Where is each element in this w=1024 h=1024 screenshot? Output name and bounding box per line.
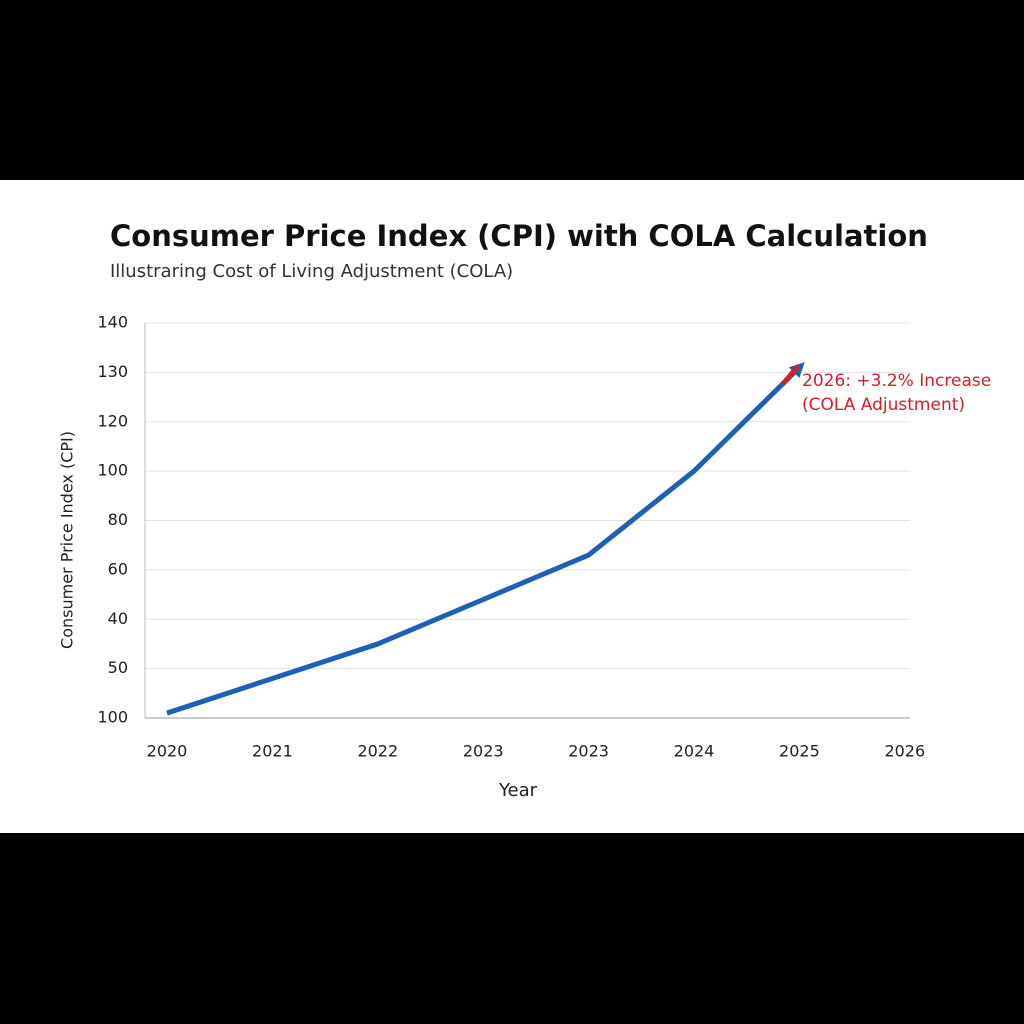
cpi-line (166, 362, 805, 716)
x-tick-label: 2023 (568, 742, 609, 761)
annotation: (COLA Adjustment) (802, 395, 965, 415)
y-axis-label: Consumer Price Index (CPI) (58, 431, 77, 649)
y-tick-label: 100 (97, 708, 128, 727)
y-tick-label: 40 (108, 609, 128, 628)
y-tick-label: 100 (97, 461, 128, 480)
y-tick-label: 80 (108, 510, 128, 529)
cola-highlight (781, 364, 800, 386)
chart-subtitle: Illustraring Cost of Living Adjustment (… (110, 261, 513, 282)
annotation: 2026: +3.2% Increase (802, 371, 991, 391)
y-tick-label: 60 (108, 559, 128, 578)
chart-background (0, 180, 1024, 833)
y-tick-label: 130 (97, 362, 128, 381)
x-tick-label: 2024 (674, 742, 715, 761)
chart-title: Consumer Price Index (CPI) with COLA Cal… (110, 219, 928, 253)
x-tick-label: 2025 (779, 742, 820, 761)
y-tick-label: 120 (97, 411, 128, 430)
x-tick-label: 2021 (252, 742, 293, 761)
x-tick-label: 2022 (357, 742, 398, 761)
x-tick-label: 2020 (147, 742, 188, 761)
x-tick-label: 2026 (884, 742, 925, 761)
x-axis-label: Year (498, 780, 538, 801)
y-tick-label: 140 (97, 313, 128, 332)
x-tick-label: 2023 (463, 742, 504, 761)
y-tick-label: 50 (108, 658, 128, 677)
